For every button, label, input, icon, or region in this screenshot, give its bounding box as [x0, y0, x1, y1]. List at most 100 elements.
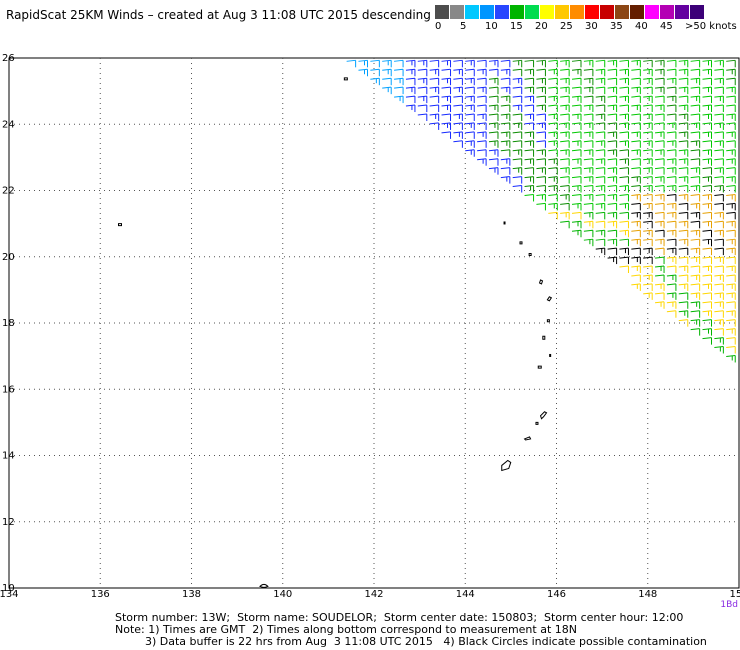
barb-shaft	[595, 77, 605, 80]
wind-barb	[607, 256, 618, 265]
wind-barb	[702, 256, 712, 265]
barb-shaft	[512, 185, 522, 188]
barb-shaft	[607, 211, 617, 214]
longitude-label: 150	[729, 589, 740, 600]
barb-shaft	[500, 140, 510, 143]
wind-barb	[654, 238, 665, 247]
barb-shaft	[512, 77, 522, 80]
wind-barb	[619, 211, 629, 220]
barb-shaft	[678, 229, 688, 232]
wind-barb	[678, 59, 689, 68]
wind-barb	[702, 301, 712, 309]
wind-barb	[690, 167, 701, 175]
wind-barb	[488, 68, 499, 77]
barb-shaft	[595, 158, 605, 161]
barb-shaft	[666, 238, 676, 241]
barb-shaft	[643, 247, 653, 250]
island-outline	[538, 279, 544, 285]
barb-shaft	[583, 176, 593, 179]
barb-shaft	[500, 149, 510, 152]
barb-shaft	[583, 185, 593, 188]
wind-barb	[560, 211, 570, 220]
barb-shaft	[678, 122, 688, 125]
wind-barb	[654, 229, 665, 238]
barb-shaft	[714, 158, 724, 161]
wind-barb	[524, 77, 535, 86]
wind-barb	[453, 104, 463, 113]
wind-barb	[607, 95, 618, 104]
wind-barb	[607, 113, 618, 121]
barb-shaft	[500, 131, 510, 134]
barb-shaft	[524, 158, 534, 161]
wind-barb	[678, 301, 689, 309]
wind-barb	[690, 77, 701, 86]
wind-barb	[631, 77, 641, 86]
island-outline	[118, 223, 122, 227]
wind-barb	[726, 238, 736, 247]
barb-shaft	[595, 104, 605, 107]
wind-barb	[678, 167, 689, 175]
wind-barb	[726, 149, 736, 157]
wind-barb	[702, 131, 712, 139]
barb-shaft	[607, 247, 617, 250]
barb-shaft	[690, 283, 700, 286]
barb-shaft	[500, 86, 510, 89]
wind-barb	[702, 86, 712, 95]
wind-barb	[595, 140, 606, 148]
legend-swatch	[450, 5, 465, 19]
wind-barb	[678, 68, 689, 77]
barb-shaft	[512, 149, 522, 152]
note-line-2: 3) Data buffer is 22 hrs from Aug 3 11:0…	[145, 635, 707, 648]
wind-barb	[643, 131, 653, 139]
island-outline	[343, 77, 348, 81]
wind-barb	[548, 95, 558, 104]
wind-barb	[560, 202, 570, 211]
wind-barb	[500, 113, 511, 121]
barb-shaft	[619, 59, 629, 62]
barb-shaft	[488, 86, 499, 89]
wind-barb	[690, 113, 701, 121]
wind-barb	[453, 59, 463, 68]
barb-shaft	[643, 283, 653, 286]
barb-shaft	[726, 310, 736, 313]
barb-shaft	[702, 211, 712, 214]
wind-barb	[500, 77, 511, 86]
wind-barb	[583, 95, 594, 104]
barb-shaft	[524, 86, 534, 89]
wind-barb	[488, 95, 499, 104]
barb-shaft	[631, 176, 641, 179]
wind-barb	[714, 346, 724, 354]
wind-barb	[560, 68, 570, 77]
wind-barb	[619, 238, 629, 247]
barb-shaft	[560, 104, 570, 107]
barb-shaft	[726, 337, 736, 340]
wind-barb	[654, 193, 665, 202]
barb-shaft	[690, 292, 700, 295]
barb-shaft	[405, 86, 415, 89]
wind-barb	[548, 211, 558, 220]
barb-shaft	[453, 95, 463, 98]
barb-shaft	[714, 238, 724, 241]
barb-shaft	[595, 247, 605, 250]
barb-shaft	[560, 113, 570, 116]
barb-shaft	[583, 193, 593, 196]
wind-barb	[654, 265, 665, 274]
barb-shaft	[714, 68, 724, 71]
wind-barb	[666, 176, 677, 184]
wind-barb	[619, 158, 629, 166]
barb-shaft	[571, 167, 582, 170]
wind-barb	[714, 319, 724, 327]
wind-barb	[607, 176, 618, 184]
barb-shaft	[346, 59, 356, 62]
barb-shaft	[607, 77, 617, 80]
barb-shaft	[382, 59, 392, 62]
wind-barb	[726, 310, 736, 318]
wind-barb	[643, 193, 653, 202]
barb-shaft	[394, 77, 404, 80]
wind-barb	[714, 86, 724, 95]
wind-barb	[560, 140, 570, 148]
wind-barb	[524, 158, 535, 166]
wind-barb	[702, 238, 712, 247]
wind-barb	[631, 247, 641, 256]
longitude-label: 138	[182, 589, 201, 600]
